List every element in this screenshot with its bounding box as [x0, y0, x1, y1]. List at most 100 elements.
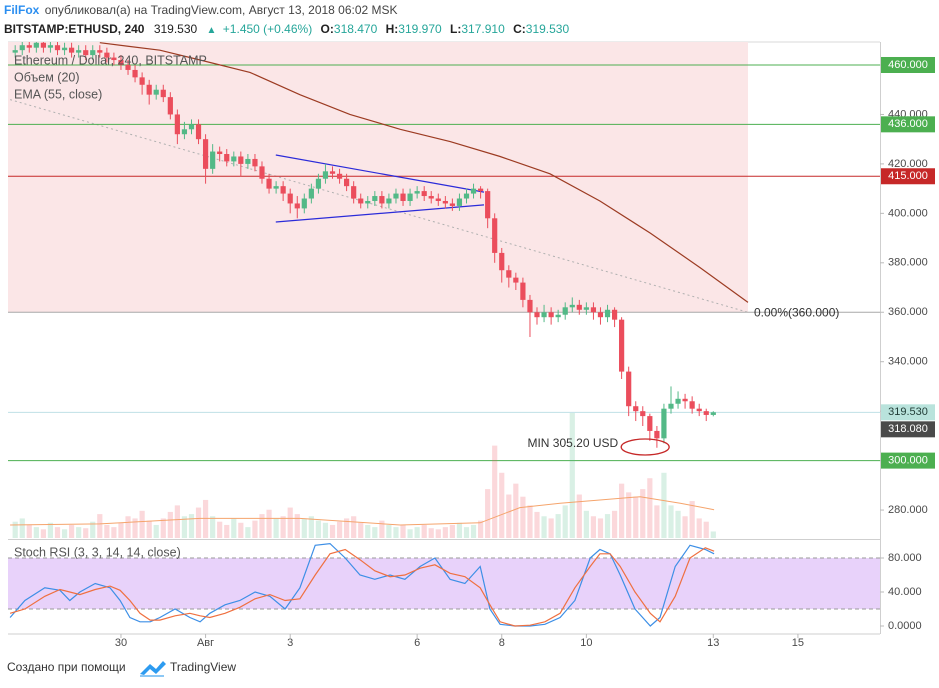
volume-bar: [54, 527, 61, 538]
published: опубликовал(а) на TradingView.com, Авгус…: [45, 3, 398, 17]
candle-body: [351, 186, 357, 199]
volume-bar: [442, 527, 448, 538]
volume-bar: [372, 527, 378, 538]
candle-body: [202, 139, 209, 169]
candle-body: [520, 282, 526, 300]
candle-body: [329, 171, 336, 174]
candle-body: [336, 173, 343, 179]
candle-body: [181, 129, 188, 135]
volume-bar: [68, 524, 75, 538]
volume-bar: [597, 518, 604, 538]
volume-bar: [626, 492, 632, 538]
candle-body: [238, 156, 244, 164]
volume-bar: [527, 505, 533, 538]
candle-body: [358, 198, 364, 204]
candle-body: [583, 307, 589, 310]
volume-bar: [583, 510, 589, 538]
trendline: [275, 154, 485, 193]
candle-body: [626, 371, 632, 407]
volume-bar: [654, 505, 660, 538]
last-price-box: [881, 404, 935, 421]
candle-body: [12, 50, 18, 53]
candle-body: [19, 45, 25, 51]
volume-bar: [104, 524, 110, 538]
level-label: 300.000: [888, 455, 928, 467]
candle-body: [301, 198, 307, 209]
rsi-line: [9, 547, 715, 627]
ohlc-label: L:: [450, 22, 461, 36]
candle-body: [61, 47, 68, 51]
level-label: 460.000: [888, 59, 928, 71]
candle-body: [280, 186, 286, 194]
volume-bar: [675, 510, 681, 538]
volume-bar: [548, 518, 554, 538]
volume-bar: [315, 520, 322, 538]
candle-body: [167, 97, 173, 115]
x-tick-label: 13: [707, 637, 719, 649]
candle-body: [611, 309, 618, 320]
candle-body: [259, 166, 265, 179]
tradingview-logo[interactable]: TradingView: [140, 660, 236, 677]
level-label: 415.000: [888, 170, 928, 182]
candle-body: [569, 304, 575, 308]
candle-body: [604, 309, 611, 318]
ohlc-value: 317.910: [461, 22, 505, 36]
y-tick-label: 0.0000: [888, 620, 922, 632]
level-box: [881, 116, 935, 133]
volume-bar: [647, 478, 653, 538]
volume-bar: [506, 494, 512, 538]
brand[interactable]: TradingView: [170, 660, 236, 674]
volume-bar: [633, 496, 639, 538]
volume-bar: [393, 527, 399, 538]
candle-body: [668, 403, 674, 409]
candle-body: [26, 45, 32, 48]
symbol: BITSTAMP:ETHUSD, 240: [4, 22, 145, 36]
candle-body: [661, 408, 667, 439]
candle-body: [513, 277, 519, 283]
x-tick-label: 3: [287, 637, 293, 649]
candle-body: [421, 191, 427, 197]
volume-bar: [210, 516, 216, 538]
x-tick-label: 15: [792, 637, 804, 649]
volume-bar: [280, 516, 286, 538]
candle-body: [590, 307, 597, 313]
volume-bar: [231, 518, 237, 538]
volume-bar: [146, 520, 152, 538]
candle-body: [506, 270, 512, 278]
volume-bar: [19, 518, 25, 538]
candle-body: [407, 193, 413, 201]
candle-body: [365, 200, 371, 204]
volume-bar: [202, 499, 209, 538]
volume-bar: [435, 529, 441, 538]
volume-bar: [534, 511, 540, 538]
ohlc-value: 318.470: [334, 22, 378, 36]
candle-body: [315, 178, 322, 189]
volume-bar: [188, 514, 195, 538]
volume-bar: [485, 489, 491, 538]
candle-body: [548, 312, 554, 318]
fib-label: 0.00%(360.000): [754, 305, 839, 319]
candle-body: [576, 304, 582, 310]
candle-body: [463, 193, 470, 199]
candle-body: [492, 218, 498, 253]
volume-bar: [555, 514, 561, 538]
volume-bar: [90, 521, 96, 538]
volume-bar: [689, 501, 695, 538]
volume-bar: [379, 520, 385, 538]
candle-body: [654, 430, 660, 439]
author[interactable]: FilFox: [4, 3, 40, 17]
volume-bar: [428, 528, 434, 538]
candle-body: [562, 307, 568, 315]
candle-body: [245, 158, 251, 164]
candle-body: [379, 196, 385, 204]
volume-bar: [132, 518, 138, 538]
ohlc-label: H:: [386, 22, 399, 36]
candle-body: [160, 89, 166, 98]
candle-body: [541, 312, 547, 318]
candle-body: [47, 45, 54, 48]
ema-line: [99, 42, 749, 303]
candle-body: [400, 193, 406, 201]
rsi-title: Stoch RSI (3, 3, 14, 14, close): [14, 545, 181, 559]
candle-body: [435, 198, 441, 201]
